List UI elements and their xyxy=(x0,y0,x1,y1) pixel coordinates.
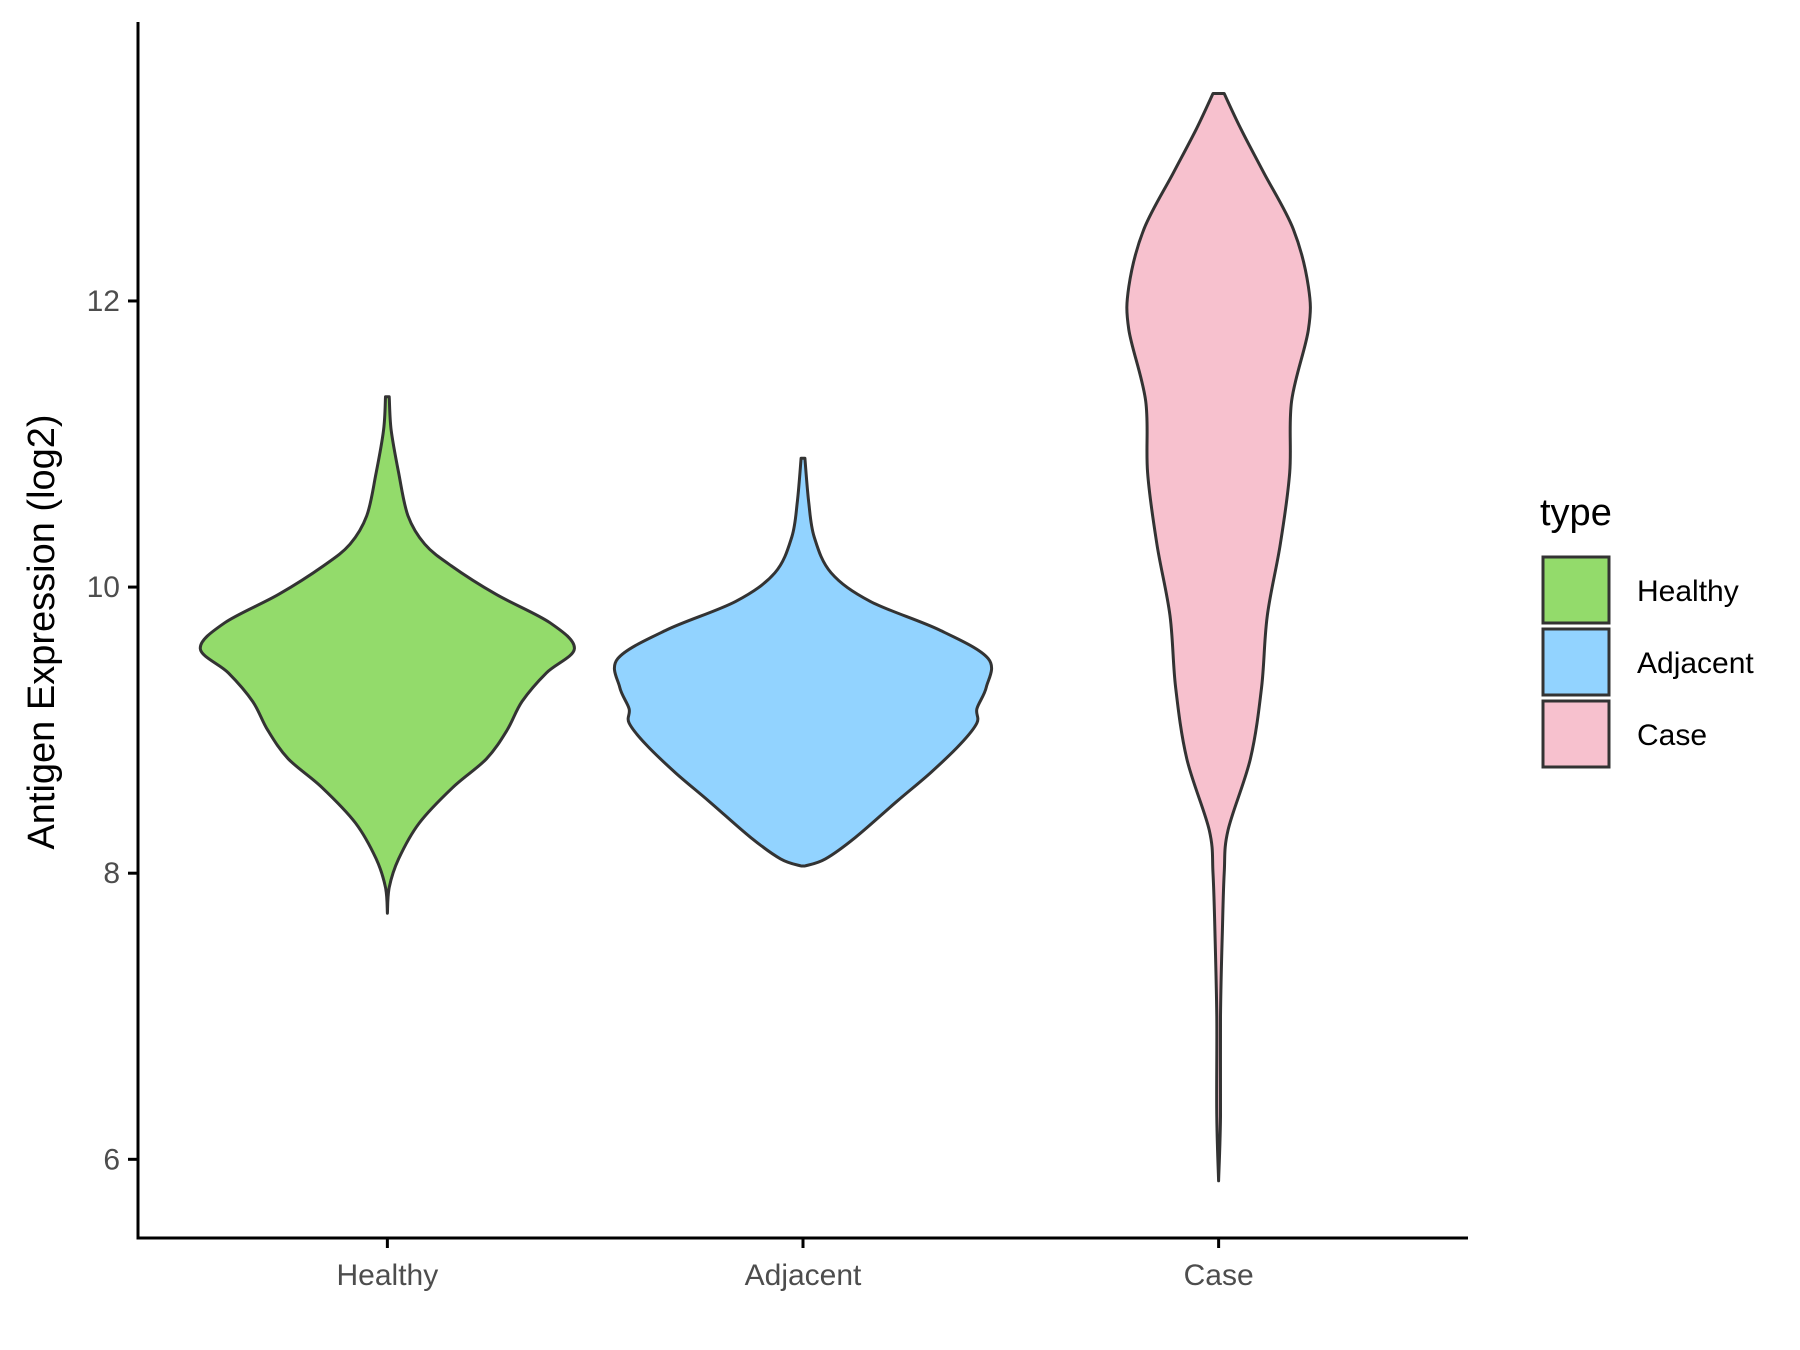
legend: type Healthy Adjacent Case xyxy=(1540,492,1754,769)
violin-healthy xyxy=(198,395,576,915)
legend-title: type xyxy=(1540,492,1612,534)
y-tick-label: 10 xyxy=(87,571,120,604)
y-tick-label: 12 xyxy=(87,285,120,318)
y-axis-title: Antigen Expression (log2) xyxy=(21,414,63,849)
legend-key-healthy xyxy=(1541,555,1611,625)
x-axis-ticks: Healthy Adjacent Case xyxy=(337,1238,1254,1292)
violin-case xyxy=(1125,92,1312,1183)
legend-key-case xyxy=(1541,699,1611,769)
violin-adjacent xyxy=(612,456,994,868)
legend-label-case: Case xyxy=(1637,719,1707,752)
y-axis-ticks: 6 8 10 12 xyxy=(87,285,138,1176)
legend-key-adjacent xyxy=(1541,627,1611,697)
legend-label-healthy: Healthy xyxy=(1637,575,1739,608)
x-tick-label: Case xyxy=(1184,1259,1254,1292)
plot-area xyxy=(198,92,1312,1183)
y-tick-label: 6 xyxy=(103,1143,120,1176)
legend-label-adjacent: Adjacent xyxy=(1637,647,1754,680)
x-tick-label: Adjacent xyxy=(745,1259,862,1292)
x-tick-label: Healthy xyxy=(337,1259,439,1292)
y-tick-label: 8 xyxy=(103,857,120,890)
